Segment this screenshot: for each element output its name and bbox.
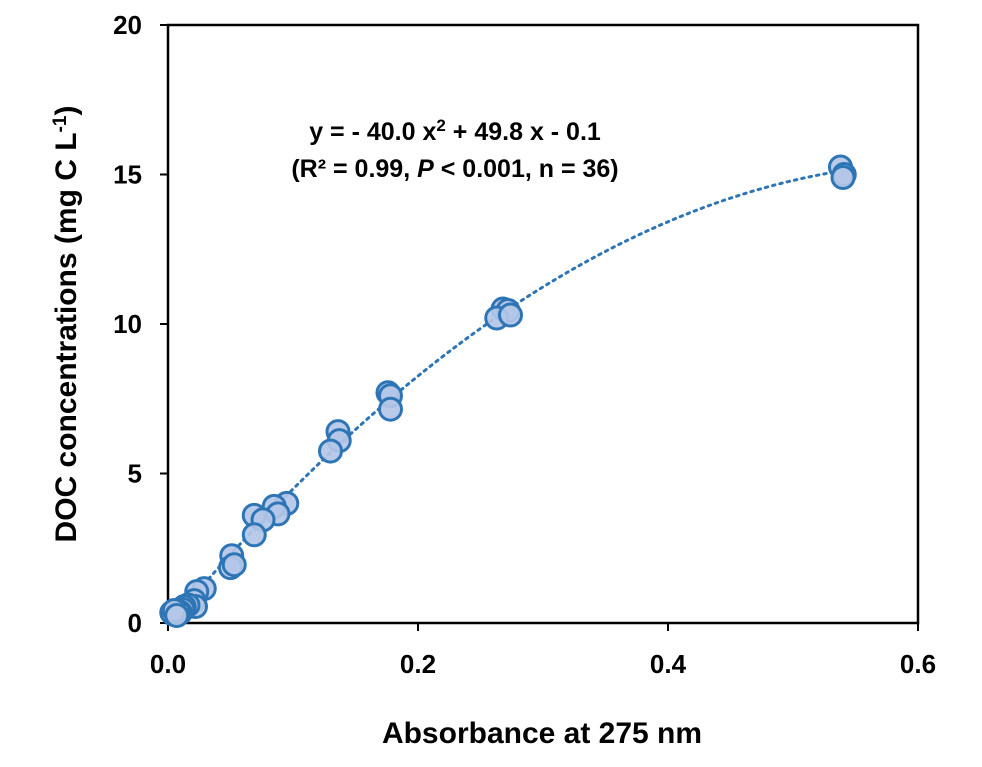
data-point [164, 603, 190, 629]
plot-area-frame [166, 23, 920, 625]
y-axis-ticks: 0 5 10 15 20 [113, 10, 168, 638]
y-tick-label: 15 [113, 160, 142, 190]
data-point [378, 396, 403, 422]
data-point [221, 552, 247, 578]
x-axis-title: Absorbance at 275 nm [382, 717, 702, 750]
y-tick-label: 20 [113, 10, 142, 40]
x-tick-label: 0.4 [650, 649, 687, 679]
data-point [498, 302, 523, 328]
y-tick-label: 10 [113, 309, 142, 339]
data-point [241, 522, 267, 548]
x-tick-label: 0.6 [900, 649, 936, 679]
regression-equation: y = - 40.0 x2 + 49.8 x - 0.1 [309, 116, 601, 147]
y-tick-label: 5 [128, 459, 142, 489]
data-point [318, 438, 343, 464]
data-point [830, 164, 856, 190]
data-points [159, 154, 857, 629]
y-tick-label: 0 [128, 608, 142, 638]
y-axis-title: DOC concentrations (mg C L-1) [50, 106, 84, 543]
polynomial-trendline [166, 169, 845, 625]
regression-statistics: (R² = 0.99, P < 0.001, n = 36) [291, 155, 618, 183]
x-tick-label: 0.2 [400, 649, 436, 679]
x-axis-ticks: 0.0 0.2 0.4 0.6 [150, 623, 936, 679]
x-tick-label: 0.0 [150, 649, 186, 679]
